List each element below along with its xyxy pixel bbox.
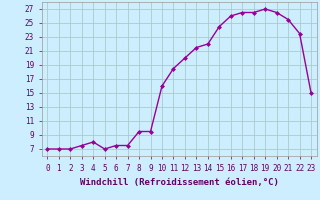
X-axis label: Windchill (Refroidissement éolien,°C): Windchill (Refroidissement éolien,°C)	[80, 178, 279, 187]
